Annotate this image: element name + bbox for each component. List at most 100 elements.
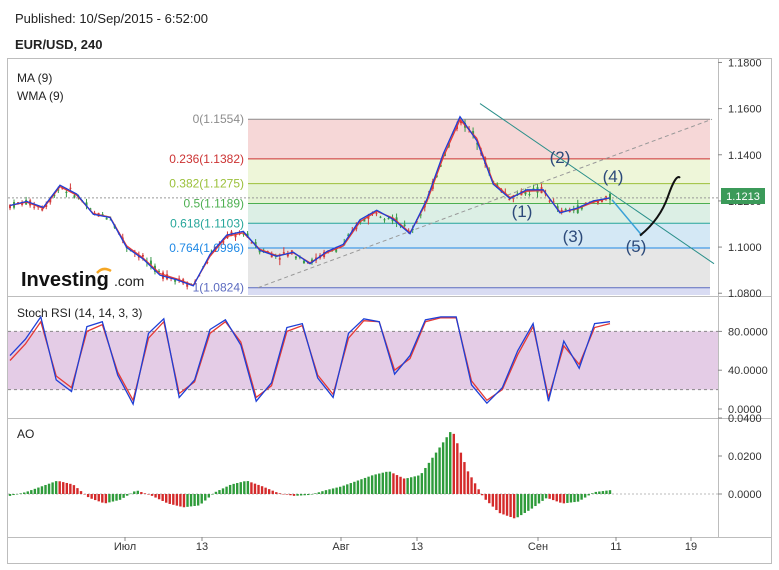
ao-bar bbox=[381, 472, 384, 494]
ao-bar bbox=[477, 489, 480, 494]
ao-bar bbox=[58, 481, 61, 494]
candle-body bbox=[17, 202, 20, 204]
ao-bar bbox=[267, 489, 271, 494]
ao-bar bbox=[409, 477, 413, 494]
candle-body bbox=[286, 253, 289, 257]
ao-bar bbox=[221, 488, 225, 494]
ao-bar bbox=[125, 494, 129, 496]
candle-body bbox=[375, 213, 378, 215]
ao-bar bbox=[573, 494, 576, 503]
published-timestamp: Published: 10/Sep/2015 - 6:52:00 bbox=[15, 11, 208, 26]
wave5-projection bbox=[611, 199, 643, 237]
ao-bar bbox=[72, 485, 76, 494]
ao-bar bbox=[346, 484, 349, 494]
ao-bar bbox=[523, 494, 526, 513]
time-tick-label: Сен bbox=[528, 541, 548, 553]
candle-body bbox=[294, 256, 297, 259]
wave-label: (5) bbox=[626, 237, 647, 256]
trendlines bbox=[8, 103, 718, 289]
wave-label: (3) bbox=[563, 227, 584, 246]
price-tick-label: 1.1600 bbox=[728, 104, 762, 116]
ao-bar bbox=[445, 437, 448, 494]
ao-bar bbox=[434, 452, 438, 494]
forecast-curve bbox=[639, 176, 681, 237]
fib-zone bbox=[248, 183, 710, 204]
ao-bar bbox=[321, 491, 324, 494]
candle-body bbox=[556, 206, 559, 209]
ao-title: AO bbox=[17, 427, 34, 441]
ao-bar bbox=[317, 492, 321, 494]
candle-body bbox=[73, 195, 76, 198]
ao-bar bbox=[598, 491, 601, 494]
ao-bar bbox=[441, 442, 445, 494]
ao-bar bbox=[175, 494, 179, 506]
ao-bar bbox=[548, 494, 551, 499]
ao-bar bbox=[40, 486, 44, 494]
ao-bar bbox=[292, 494, 296, 496]
ao-bar bbox=[214, 491, 218, 494]
ao-bar bbox=[338, 486, 342, 494]
ao-bar bbox=[228, 484, 232, 494]
candle-body bbox=[282, 252, 285, 254]
stoch-tick-label: 80.0000 bbox=[728, 326, 768, 338]
ao-bar bbox=[505, 494, 509, 516]
ao-bar bbox=[580, 494, 583, 500]
ao-bar bbox=[150, 494, 154, 496]
candle-body bbox=[476, 143, 479, 145]
current-price-bg bbox=[721, 188, 765, 204]
candle-body bbox=[472, 131, 475, 136]
ao-bar bbox=[211, 494, 214, 495]
ao-bar bbox=[26, 491, 29, 494]
ao-bar bbox=[196, 494, 200, 506]
ao-bar bbox=[537, 494, 541, 504]
ao-bar bbox=[179, 494, 182, 507]
candle-body bbox=[600, 199, 603, 202]
fib-label: 0.618(1.1103) bbox=[170, 216, 244, 230]
candle-body bbox=[33, 206, 36, 208]
logo-tld: .com bbox=[114, 273, 144, 289]
ao-bar bbox=[161, 494, 164, 501]
ao-bar bbox=[236, 483, 239, 494]
ao-bar bbox=[363, 477, 367, 494]
fib-label: 0.5(1.1189) bbox=[184, 196, 245, 210]
time-axis: Июл 13 Авг 13 Сен 11 19 bbox=[114, 537, 697, 553]
candle-body bbox=[250, 242, 253, 244]
candle-body bbox=[157, 270, 160, 272]
candle-body bbox=[564, 208, 567, 210]
ao-bar bbox=[488, 494, 491, 504]
ao-bar bbox=[378, 473, 381, 494]
ao-bar bbox=[473, 483, 477, 494]
candle-body bbox=[254, 242, 257, 246]
price-tick-label: 1.1000 bbox=[728, 242, 762, 254]
candle-body bbox=[186, 282, 189, 287]
ao-bar bbox=[104, 494, 108, 504]
ao-bar bbox=[605, 490, 608, 494]
ao-bar bbox=[182, 494, 186, 508]
price-tick-label: 1.1400 bbox=[728, 150, 762, 162]
ao-bar bbox=[406, 478, 409, 494]
ao-bar bbox=[65, 482, 69, 494]
ao-bar bbox=[452, 433, 455, 494]
logo-text: Investing bbox=[21, 269, 109, 291]
ao-bar bbox=[307, 494, 310, 496]
ao-bar bbox=[232, 483, 235, 494]
ao-bar bbox=[296, 494, 299, 496]
candle-body bbox=[596, 200, 599, 204]
ao-bar bbox=[392, 473, 395, 494]
ao-bar bbox=[51, 482, 54, 494]
ao-bar bbox=[349, 483, 353, 494]
ao-bar bbox=[431, 457, 434, 494]
ao-bar bbox=[562, 494, 566, 504]
candle-body bbox=[230, 231, 233, 235]
ao-bar bbox=[427, 462, 431, 494]
stoch-tick-label: 40.0000 bbox=[728, 365, 768, 377]
candle-body bbox=[222, 241, 225, 243]
ao-bar bbox=[225, 486, 228, 494]
price-tick-label: 1.1800 bbox=[728, 57, 762, 69]
ao-bar bbox=[424, 467, 427, 494]
candle-body bbox=[532, 188, 535, 190]
fibonacci-lines bbox=[248, 118, 710, 289]
ao-bar bbox=[94, 494, 97, 501]
stoch-band bbox=[8, 331, 718, 390]
